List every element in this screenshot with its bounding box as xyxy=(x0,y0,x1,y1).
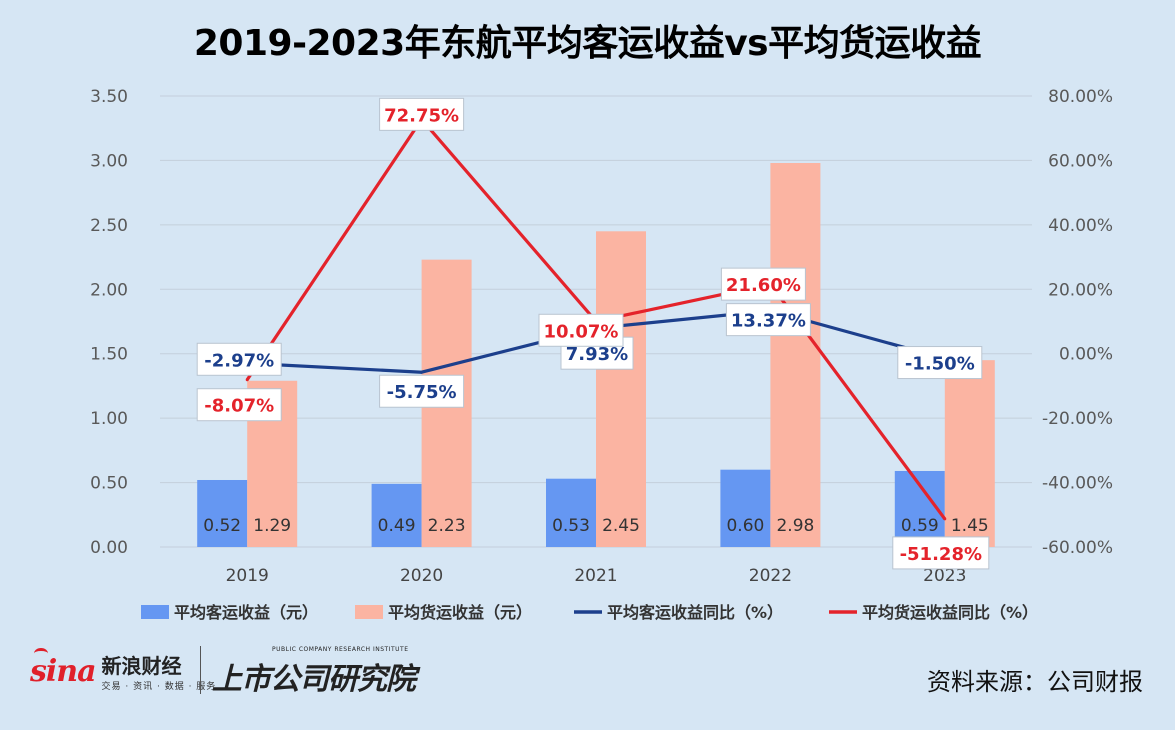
bar xyxy=(546,478,596,547)
institute-name: 上市公司研究院 xyxy=(212,662,416,697)
sina-name: 新浪财经 xyxy=(101,654,182,678)
line-value-label: -1.50% xyxy=(905,354,975,375)
line-value-label: -8.07% xyxy=(204,396,274,417)
bar-value-label: 1.29 xyxy=(253,516,291,536)
line-value-label: 13.37% xyxy=(731,311,806,332)
legend: 平均客运收益（元） 平均货运收益（元） 平均客运收益同比（%） 平均货运收益同比（%） xyxy=(141,603,1038,622)
right-tick-label: 40.00% xyxy=(1048,216,1113,236)
bar xyxy=(371,483,422,547)
bar-value-label: 0.60 xyxy=(726,516,764,536)
right-tick-label: 60.00% xyxy=(1048,151,1113,171)
left-tick-label: 2.50 xyxy=(90,216,128,236)
bar-value-label: 0.53 xyxy=(552,516,590,536)
line-value-label: -51.28% xyxy=(900,544,982,565)
right-tick-label: -40.00% xyxy=(1042,474,1113,494)
institute-logo: PUBLIC COMPANY RESEARCH INSTITUTE 上市公司研究… xyxy=(212,646,442,697)
data-label-box xyxy=(897,346,983,380)
x-tick-label: 2023 xyxy=(923,566,966,586)
line-value-label: 21.60% xyxy=(726,275,801,296)
line-point xyxy=(943,517,947,521)
left-tick-label: 3.50 xyxy=(90,87,128,107)
x-tick-label: 2021 xyxy=(574,566,617,586)
right-tick-label: -20.00% xyxy=(1042,409,1113,429)
line-value-label: 7.93% xyxy=(566,344,628,365)
data-label-box xyxy=(720,267,806,301)
line-value-label: 72.75% xyxy=(384,105,459,126)
bar-value-label: 0.59 xyxy=(901,516,939,536)
data-label-box xyxy=(538,313,624,347)
x-tick-label: 2022 xyxy=(749,566,792,586)
bar-value-label: 2.45 xyxy=(602,516,640,536)
bar-value-label: 2.23 xyxy=(428,516,466,536)
data-label-box xyxy=(379,97,465,131)
line-value-label: 10.07% xyxy=(544,321,619,342)
chart-title: 2019-2023年东航平均客运收益vs平均货运收益 xyxy=(193,23,982,64)
legend-swatch xyxy=(141,605,169,619)
left-tick-label: 0.00 xyxy=(90,538,128,558)
footer-divider xyxy=(200,646,201,694)
legend-swatch xyxy=(355,605,383,619)
x-axis: 2019 2020 2021 2022 2023 xyxy=(226,566,967,586)
left-tick-label: 1.00 xyxy=(90,409,128,429)
bar-value-label: 0.52 xyxy=(203,516,241,536)
source-note: 资料来源：公司财报 xyxy=(927,668,1143,696)
sina-eye-icon xyxy=(34,647,48,659)
right-tick-label: 80.00% xyxy=(1048,87,1113,107)
institute-subtitle: PUBLIC COMPANY RESEARCH INSTITUTE xyxy=(272,646,409,653)
right-tick-label: 20.00% xyxy=(1048,280,1113,300)
data-label-box xyxy=(892,536,990,570)
right-tick-label: -60.00% xyxy=(1042,538,1113,558)
bar xyxy=(596,231,646,548)
legend-label: 平均客运收益同比（%） xyxy=(607,603,783,622)
left-tick-label: 1.50 xyxy=(90,345,128,365)
bars: 0.52 0.49 0.53 0.60 0.59 1.29 2.23 2.45 2.98 1.45 xyxy=(197,163,995,548)
left-tick-label: 3.00 xyxy=(90,151,128,171)
data-label-box xyxy=(379,374,465,408)
bar-value-label: 0.49 xyxy=(378,516,416,536)
legend-label: 平均货运收益（元） xyxy=(388,603,532,622)
line-value-label: -2.97% xyxy=(204,350,274,371)
bar-value-label: 2.98 xyxy=(776,516,814,536)
left-tick-label: 2.00 xyxy=(90,280,128,300)
sina-finance-logo: sina 新浪财经 交易 · 资讯 · 数据 · 服务 xyxy=(30,646,216,696)
legend-label: 平均客运收益（元） xyxy=(174,603,318,622)
right-tick-label: 0.00% xyxy=(1059,345,1113,365)
sina-wordmark: sina xyxy=(30,647,97,689)
bar xyxy=(770,163,821,547)
line-point xyxy=(420,370,424,374)
right-axis: -60.00% -40.00% -20.00% 0.00% 20.00% 40.00% 60… xyxy=(1042,87,1113,558)
bar xyxy=(944,360,995,547)
line-value-label: -5.75% xyxy=(387,382,457,403)
line-data-labels: -2.97% -5.75% 7.93% 13.37% -1.50% -8.07% 72.75… xyxy=(196,97,990,570)
bar xyxy=(197,479,248,547)
data-label-box xyxy=(196,388,282,422)
x-tick-label: 2019 xyxy=(226,566,269,586)
sina-subtitle: 交易 · 资讯 · 数据 · 服务 xyxy=(101,682,217,692)
data-label-box xyxy=(725,303,811,337)
legend-label: 平均货运收益同比（%） xyxy=(862,603,1038,622)
bar xyxy=(720,469,771,547)
line-point xyxy=(245,378,249,382)
left-tick-label: 0.50 xyxy=(90,474,128,494)
x-tick-label: 2020 xyxy=(400,566,443,586)
left-axis: 0.00 0.50 1.00 1.50 2.00 2.50 3.00 3.50 xyxy=(90,87,128,558)
bar-value-label: 1.45 xyxy=(951,516,989,536)
data-label-box xyxy=(196,342,282,376)
